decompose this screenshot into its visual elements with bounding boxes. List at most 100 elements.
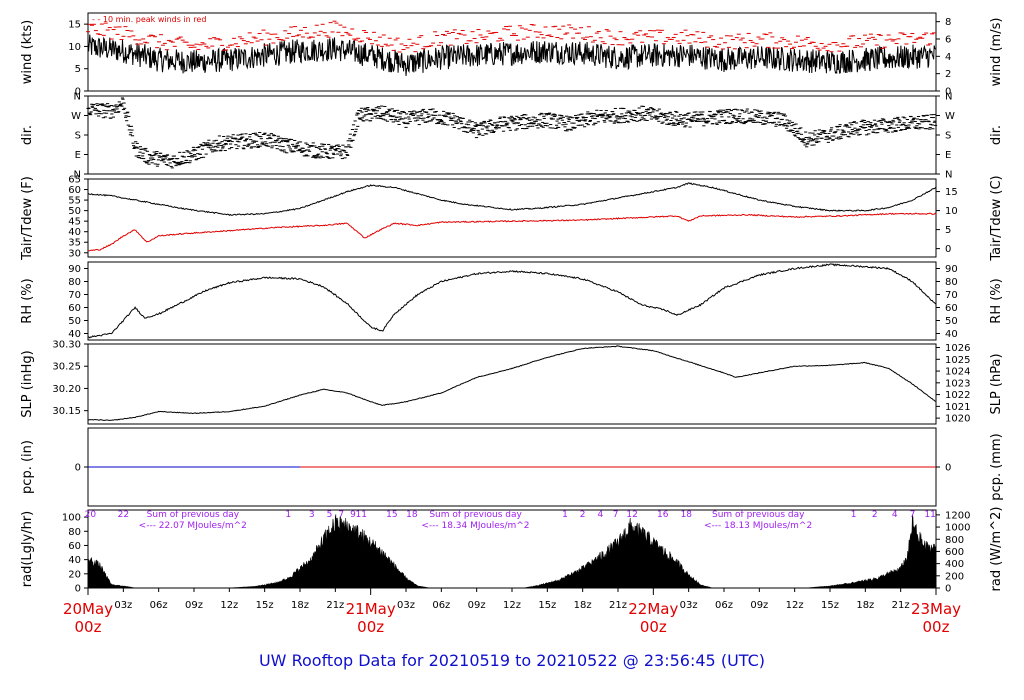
y-tick-label-left: 5 — [75, 64, 81, 75]
x-tick-label: 12z — [786, 600, 804, 611]
y-label-left: Tair/Tdew (F) — [20, 176, 35, 261]
y-tick-label-left: 40 — [68, 555, 81, 566]
series-peak-winds — [86, 20, 937, 53]
x-tick-label: 18z — [291, 600, 309, 611]
rad-hour-mark: 22 — [118, 510, 129, 520]
x-day-label: 22May — [628, 600, 678, 618]
plot-frame — [87, 261, 937, 341]
y-label-left: wind (kts) — [20, 20, 35, 84]
y-tick-label-right: 0 — [945, 244, 951, 255]
y-tick-label-left: 40 — [68, 329, 81, 340]
y-tick-label-right: N — [945, 170, 952, 181]
x-tick-label: 15z — [256, 600, 274, 611]
plot-frame — [87, 95, 937, 175]
y-label-right: wind (m/s) — [989, 18, 1004, 87]
x-day-label: 23May — [911, 600, 961, 618]
rad-hour-mark: 1 — [851, 510, 857, 520]
x-tick-label: 15z — [821, 600, 839, 611]
rad-hour-mark: 15 — [386, 510, 397, 520]
rad-annotation: Sum of previous day<--- 22.07 MJoules/m^… — [139, 510, 247, 531]
rad-hour-mark: 16 — [657, 510, 669, 520]
x-tick-label: 15z — [538, 600, 556, 611]
y-tick-label-left: 45 — [68, 217, 81, 228]
y-tick-label-right: 40 — [945, 329, 958, 340]
series-dir — [86, 97, 938, 169]
rad-hour-mark: 12 — [626, 510, 637, 520]
rad-hour-mark: 7 — [910, 510, 916, 520]
y-tick-label-left: 30.20 — [52, 384, 81, 395]
rad-annotation-value: <--- 18.34 MJoules/m^2 — [421, 521, 529, 531]
y-tick-label-right: 10 — [945, 206, 958, 217]
y-label-right: dir. — [989, 125, 1004, 145]
y-tick-label-right: N — [945, 92, 952, 103]
x-tick-label: 21z — [609, 600, 627, 611]
y-tick-label-right: 1026 — [945, 343, 970, 354]
x-day-hour-label: 00z — [75, 618, 102, 636]
y-tick-label-right: 1025 — [945, 355, 970, 366]
rad-annotation-title: Sum of previous day — [712, 510, 805, 520]
y-tick-label-right: 0 — [945, 463, 951, 474]
y-tick-label-right: 70 — [945, 290, 958, 301]
x-day-hour-label: 00z — [923, 618, 950, 636]
rad-hour-mark: 1 — [562, 510, 568, 520]
y-tick-label-right: 1000 — [945, 523, 970, 534]
panel-relative-humidity: RH (%) RH (%) 40 50 60 70 80 90 40 50 60 70 80 90 — [20, 261, 1004, 341]
y-label-left: rad(Lgly/hr) — [20, 511, 35, 587]
rad-hour-mark: 18 — [681, 510, 693, 520]
y-tick-label-left: E — [75, 150, 81, 161]
chart-title: UW Rooftop Data for 20210519 to 20210522… — [259, 651, 765, 670]
y-tick-label-left: 0 — [75, 584, 81, 595]
rad-annotation-value: <--- 22.07 MJoules/m^2 — [139, 521, 247, 531]
y-tick-label-right: 1023 — [945, 378, 970, 389]
y-tick-label-left: 15 — [68, 20, 81, 31]
series-line-SLP — [87, 345, 937, 422]
y-tick-label-left: 80 — [68, 527, 81, 538]
y-label-left: SLP (inHg) — [20, 350, 35, 418]
series-line-Tair — [87, 182, 937, 216]
rad-annotation: Sum of previous day<--- 18.13 MJoules/m^… — [704, 510, 812, 531]
y-tick-label-right: 60 — [945, 303, 958, 314]
series-line-wind — [87, 34, 937, 76]
y-tick-label-left: 0 — [75, 463, 81, 474]
y-tick-label-right: 1024 — [945, 367, 970, 378]
y-label-right: pcp. (mm) — [989, 433, 1004, 500]
x-tick-label: 06z — [432, 600, 450, 611]
y-tick-label-left: 30 — [68, 248, 81, 259]
rad-hour-mark: 9 — [350, 510, 356, 520]
y-label-right: SLP (hPa) — [989, 353, 1004, 414]
x-tick-label: 09z — [750, 600, 768, 611]
series-line-Tdew — [87, 212, 937, 252]
rad-hour-mark: 7 — [338, 510, 344, 520]
y-tick-label-left: 30.15 — [52, 406, 81, 417]
y-tick-label-left: 20 — [68, 569, 81, 580]
y-tick-label-left: S — [75, 131, 81, 142]
x-day-hour-label: 00z — [357, 618, 384, 636]
y-tick-label-right: 200 — [945, 571, 964, 582]
y-tick-label-left: 60 — [68, 541, 81, 552]
plot-frame — [87, 343, 937, 425]
rad-hour-mark: 4 — [892, 510, 898, 520]
y-tick-label-left: 90 — [68, 264, 81, 275]
rad-hour-mark: 4 — [597, 510, 603, 520]
y-tick-label-right: 800 — [945, 535, 964, 546]
y-tick-label-right: 1021 — [945, 402, 970, 413]
y-tick-label-left: N — [74, 92, 81, 103]
y-tick-label-right: 1022 — [945, 390, 970, 401]
rad-hour-mark: 20 — [85, 510, 97, 520]
y-tick-label-right: 5 — [945, 225, 951, 236]
wind-annotation: - - 10 min. peak winds in red — [92, 15, 206, 24]
y-tick-label-right: 8 — [945, 17, 951, 28]
y-tick-label-right: 1200 — [945, 510, 970, 521]
rad-hour-mark: 3 — [309, 510, 315, 520]
rad-hour-mark: 1 — [285, 510, 291, 520]
y-tick-label-right: 4 — [945, 52, 951, 63]
x-tick-label: 18z — [574, 600, 592, 611]
y-tick-label-right: 0 — [945, 584, 951, 595]
x-tick-label: 18z — [856, 600, 874, 611]
y-tick-label-left: 60 — [68, 185, 81, 196]
y-tick-label-right: 600 — [945, 547, 964, 558]
rad-annotation: Sum of previous day<--- 18.34 MJoules/m^… — [421, 510, 529, 531]
x-tick-label: 12z — [503, 600, 521, 611]
